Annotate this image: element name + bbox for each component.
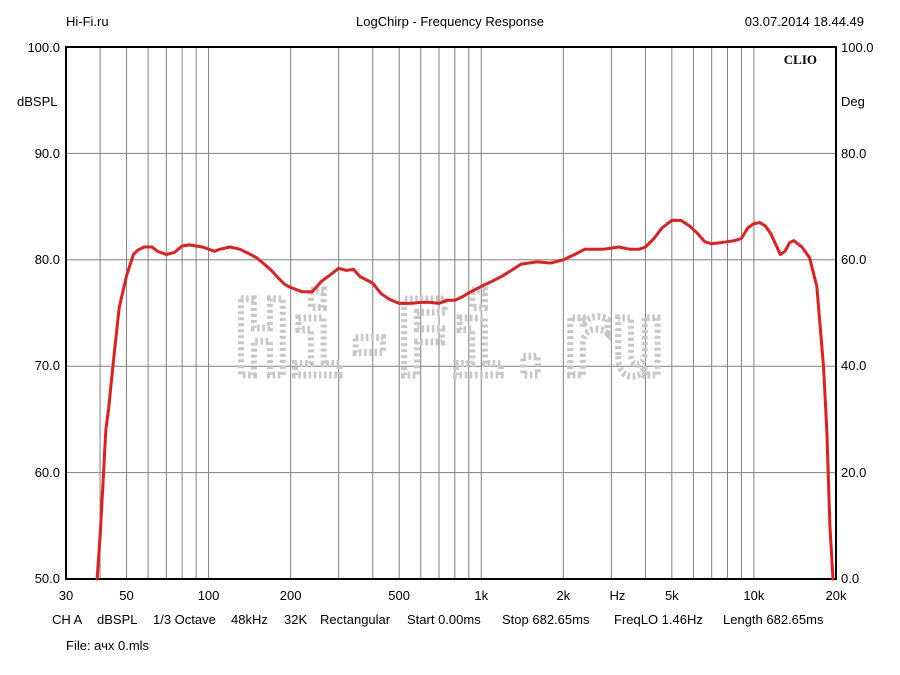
info-samplerate: 48kHz [231, 612, 268, 627]
x-tick-label: 200 [279, 588, 302, 603]
file-label: File: ачх 0.mls [66, 638, 150, 653]
x-tick-label: 20k [825, 588, 847, 603]
y-tick-left-50: 50.0 [34, 571, 60, 586]
y-tick-left-100: 100.0 [27, 40, 60, 55]
y-tick-right-60: 60.0 [841, 252, 867, 267]
info-unit: dBSPL [97, 612, 138, 627]
clio-label: CLIO [784, 52, 817, 67]
header-left: Hi-Fi.ru [66, 14, 109, 29]
x-tick-label: 30 [58, 588, 74, 603]
watermark: Hi-Fi.ru [232, 275, 669, 404]
x-tick-label: 500 [388, 588, 410, 603]
info-start: Start 0.00ms [407, 612, 481, 627]
plot-frame [65, 46, 837, 580]
y-tick-right-80: 80.0 [841, 146, 867, 161]
y-tick-left-90: 90.0 [34, 146, 60, 161]
watermark-text: Hi-Fi.ru [235, 278, 665, 400]
frequency-response-curve [95, 218, 835, 581]
info-size: 32K [284, 612, 308, 627]
chart-grid [66, 47, 836, 579]
curve-group [95, 218, 835, 581]
chart-title: LogChirp - Frequency Response [356, 14, 544, 29]
x-tick-label: 1k [474, 588, 489, 603]
info-smoothing: 1/3 Octave [153, 612, 216, 627]
header-timestamp: 03.07.2014 18.44.49 [744, 14, 864, 29]
y-tick-left-80: 80.0 [34, 252, 60, 267]
y-tick-right-40: 40.0 [841, 358, 867, 373]
info-stop: Stop 682.65ms [502, 612, 590, 627]
x-tick-label: 100 [197, 588, 220, 603]
info-freqlo: FreqLO 1.46Hz [614, 612, 703, 627]
info-length: Length 682.65ms [723, 612, 824, 627]
y-tick-left-70: 70.0 [34, 358, 60, 373]
y-tick-left-60: 60.0 [34, 465, 60, 480]
x-tick-label: Hz [609, 588, 626, 603]
y-tick-right-0: 0.0 [841, 571, 860, 586]
y-tick-right-20: 20.0 [841, 465, 867, 480]
y-axis-label-left: dBSPL [17, 94, 58, 109]
y-axis-label-right: Deg [841, 94, 865, 109]
x-tick-label: 10k [743, 588, 765, 603]
info-window: Rectangular [320, 612, 391, 627]
x-tick-label: 50 [119, 588, 134, 603]
info-channel: CH A [52, 612, 83, 627]
x-tick-label: 5k [664, 588, 679, 603]
y-tick-right-100: 100.0 [841, 40, 874, 55]
x-tick-label: 2k [556, 588, 571, 603]
